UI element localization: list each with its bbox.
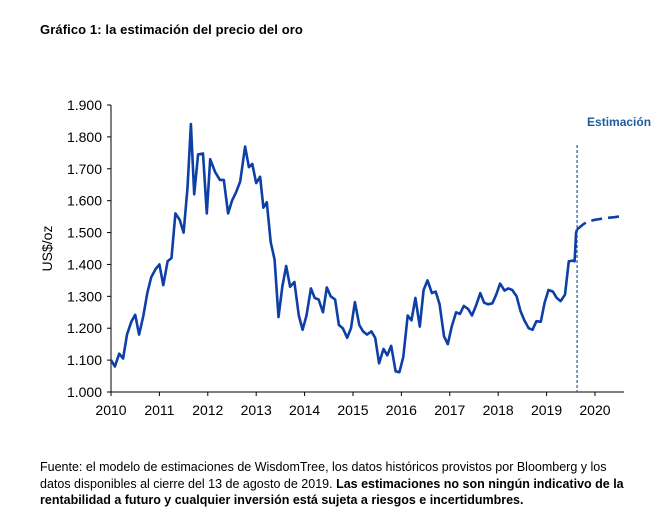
y-tick-label: 1.400 <box>67 256 102 272</box>
y-tick-label: 1.500 <box>67 225 102 241</box>
x-tick-label: 2011 <box>144 402 174 418</box>
x-tick-label: 2020 <box>579 402 610 418</box>
chart-title: Gráfico 1: la estimación del precio del … <box>40 22 303 37</box>
chart-footer: Fuente: el modelo de estimaciones de Wis… <box>40 459 640 509</box>
source-note: Fuente: el modelo de estimaciones de Wis… <box>40 460 607 491</box>
forecast-series-line <box>576 214 625 231</box>
y-tick-label: 1.800 <box>67 129 102 145</box>
y-tick-label: 1.900 <box>67 97 102 113</box>
x-tick-label: 2019 <box>531 402 562 418</box>
x-tick-label: 2018 <box>483 402 514 418</box>
y-axis-label: US$/oz <box>39 226 55 272</box>
x-tick-label: 2017 <box>434 402 465 418</box>
y-tick-label: 1.000 <box>67 384 102 400</box>
forecast-label: Estimación <box>587 115 651 129</box>
gold-price-chart: 1.000 1.100 1.200 1.300 1.400 1.500 1.600 1.700… <box>39 97 651 418</box>
x-tick-label: 2012 <box>192 402 223 418</box>
historical-series-line <box>109 122 579 374</box>
x-tick-label: 2013 <box>241 402 272 418</box>
y-tick-label: 1.600 <box>67 193 102 209</box>
y-tick-label: 1.100 <box>67 352 102 368</box>
y-tick-label: 1.700 <box>67 161 102 177</box>
x-tick-label: 2015 <box>337 402 368 418</box>
y-tick-label: 1.300 <box>67 288 102 304</box>
x-tick-label: 2016 <box>386 402 417 418</box>
x-tick-label: 2010 <box>95 402 126 418</box>
y-tick-label: 1.200 <box>67 320 102 336</box>
x-tick-label: 2014 <box>289 402 320 418</box>
disclaimer-note: Las estimaciones no son ningún indicativ… <box>40 476 624 508</box>
